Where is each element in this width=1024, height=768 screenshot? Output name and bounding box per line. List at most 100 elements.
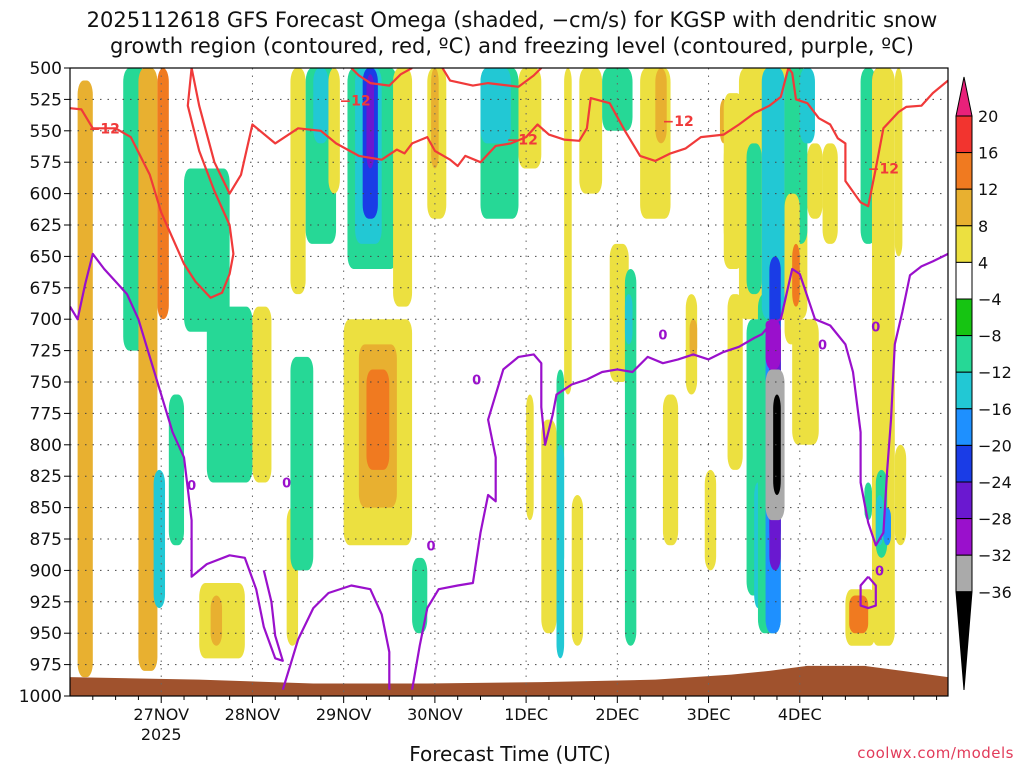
title-line-1: 2025112618 GFS Forecast Omega (shaded, −… <box>86 8 938 32</box>
omega-region-10 <box>252 306 272 483</box>
omega-region-61 <box>765 319 781 370</box>
omega-region-57 <box>761 68 785 320</box>
dgz-label-3: −12 <box>663 114 694 130</box>
omega-region-69 <box>807 143 823 219</box>
colorbar-swatch-5 <box>955 298 973 337</box>
omega-region-12 <box>290 356 314 571</box>
colorbar-swatch-8 <box>955 408 973 446</box>
omega-region-70 <box>822 143 838 244</box>
colorbar-label-2: 12 <box>978 180 998 199</box>
x-year-label: 2025 <box>141 725 182 744</box>
x-tick-label-3: 30NOV <box>407 705 463 724</box>
x-axis: 27NOV 28NOV 29NOV 30NOV 1DEC 2DEC 3DEC 4DEC 2025 <box>92 696 938 744</box>
colorbar-label-3: 8 <box>978 217 988 236</box>
frz_left-line <box>70 252 284 662</box>
x-tick-label-0: 27NOV <box>133 705 189 724</box>
dgz_mid-line <box>190 68 790 195</box>
omega-region-44 <box>662 394 679 546</box>
colorbar-top-arrow <box>955 76 973 117</box>
freezing-label-5: 0 <box>818 338 827 353</box>
colorbar-swatch-7 <box>955 371 973 410</box>
x-tick-label-4: 1DEC <box>504 705 548 724</box>
y-tick-label-15: 875 <box>30 530 62 550</box>
freezing-label-4: 0 <box>658 328 667 343</box>
colorbar-label-12: −32 <box>978 546 1012 565</box>
colorbar-swatch-1 <box>955 152 973 190</box>
colorbar: 20 16 12 8 4 −4 −8 −12 −16 −20 −24 −28 −32 −36 <box>955 76 1012 691</box>
omega-region-20 <box>366 74 375 169</box>
omega-region-47 <box>704 469 717 571</box>
omega-region-30 <box>518 68 542 169</box>
colorbar-label-13: −36 <box>978 583 1012 602</box>
freezing-label-6: 0 <box>871 321 880 336</box>
colorbar-swatch-0 <box>955 115 973 154</box>
y-tick-label-1: 525 <box>30 90 62 110</box>
y-tick-label-12: 800 <box>30 436 62 456</box>
omega-region-26 <box>366 369 390 470</box>
y-tick-label-10: 750 <box>30 373 62 393</box>
y-tick-label-8: 700 <box>30 310 62 330</box>
freezing-label-0: 0 <box>187 479 196 494</box>
colorbar-swatch-4 <box>955 261 973 300</box>
omega-region-77 <box>871 68 895 646</box>
omega-region-46 <box>689 319 698 357</box>
omega-region-37 <box>579 68 603 194</box>
omega-region-43 <box>655 68 667 144</box>
colorbar-label-8: −16 <box>978 400 1012 419</box>
omega-region-32 <box>541 419 557 634</box>
colorbar-label-0: 20 <box>978 107 998 126</box>
omega-region-72 <box>849 595 869 634</box>
colorbar-swatch-3 <box>955 225 973 263</box>
terrain-fill <box>70 665 948 696</box>
freezing-label-1: 0 <box>282 476 291 491</box>
credit-text: coolwx.com/models <box>857 744 1014 762</box>
y-tick-label-13: 825 <box>30 467 62 487</box>
omega-region-15 <box>313 68 329 144</box>
y-tick-label-14: 850 <box>30 499 62 519</box>
omega-region-36 <box>571 495 584 646</box>
x-axis-label: Forecast Time (UTC) <box>409 742 611 766</box>
omega-region-31 <box>526 394 534 521</box>
omega-region-23 <box>431 68 439 169</box>
y-tick-label-17: 925 <box>30 593 62 613</box>
colorbar-label-1: 16 <box>978 144 998 163</box>
omega-region-81 <box>894 444 907 546</box>
dgz_right-line <box>787 68 948 208</box>
omega-region-40 <box>624 268 637 646</box>
colorbar-swatch-12 <box>955 554 973 593</box>
colorbar-label-5: −4 <box>978 290 1002 309</box>
colorbar-bottom-arrow <box>955 591 973 691</box>
x-tick-label-5: 2DEC <box>595 705 639 724</box>
omega-region-3 <box>157 68 169 320</box>
omega-region-0 <box>77 80 93 678</box>
dgz-label-4: −12 <box>868 161 899 177</box>
frz_mid-line <box>411 252 948 690</box>
omega-region-51 <box>727 294 743 470</box>
omega-region-8 <box>210 595 223 646</box>
y-tick-label-16: 900 <box>30 561 62 581</box>
colorbar-label-10: −24 <box>978 473 1012 492</box>
frz_loop2-line <box>859 575 877 610</box>
omega-region-16 <box>328 68 340 194</box>
omega-region-6 <box>184 168 230 332</box>
omega-region-5 <box>168 394 185 546</box>
dgz_top1-line <box>350 68 413 87</box>
omega-region-21 <box>393 68 413 307</box>
x-tick-label-7: 4DEC <box>778 705 822 724</box>
colorbar-swatch-11 <box>955 518 973 556</box>
freezing-label-8: 0 <box>765 319 774 334</box>
dgz-label-1: −12 <box>339 94 370 110</box>
freezing-label-2: 0 <box>427 539 436 554</box>
terrain-shape <box>70 665 948 696</box>
x-tick-label-1: 28NOV <box>225 705 281 724</box>
omega-region-53 <box>746 143 762 295</box>
dgz_top2-line <box>441 68 543 88</box>
colorbar-swatch-9 <box>955 444 973 483</box>
y-tick-label-5: 625 <box>30 216 62 236</box>
omega-region-63 <box>773 394 781 496</box>
dgz_left-line <box>70 68 235 299</box>
y-tick-label-18: 950 <box>30 624 62 644</box>
colorbar-swatch-10 <box>955 481 973 520</box>
y-tick-label-0: 500 <box>30 59 62 79</box>
